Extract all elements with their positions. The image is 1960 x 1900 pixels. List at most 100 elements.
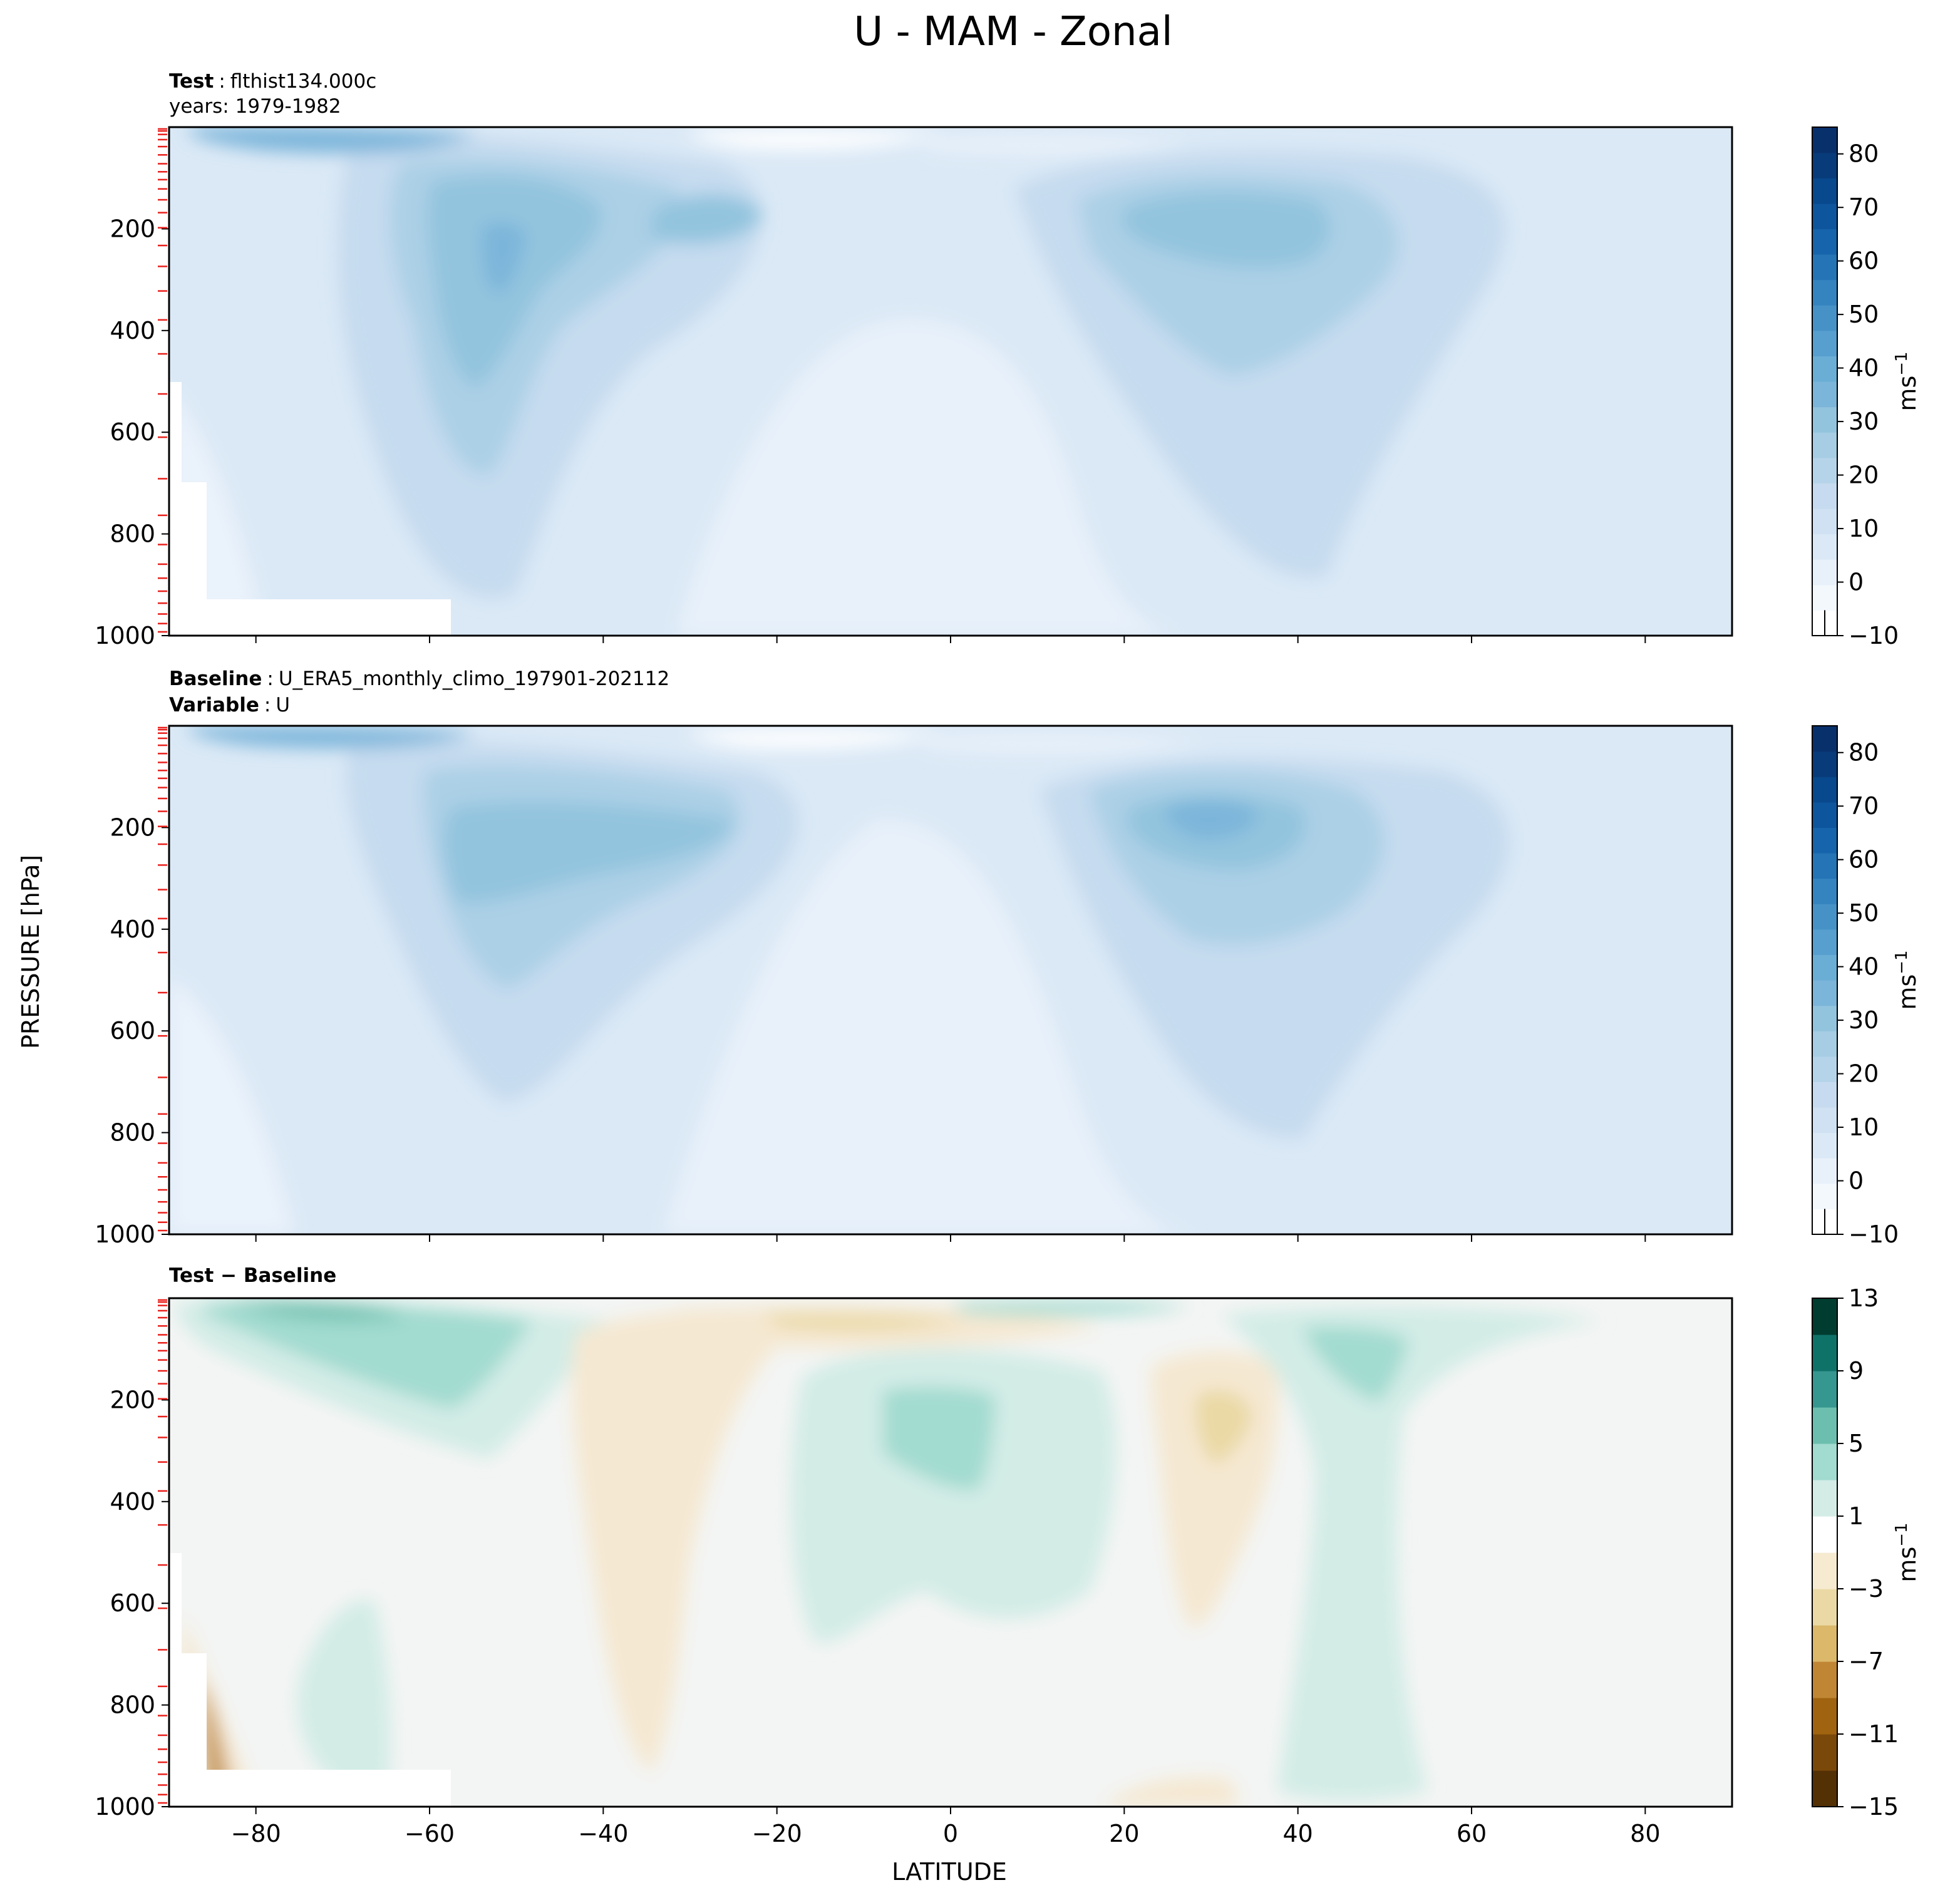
subtitle-value2: U bbox=[276, 694, 290, 716]
sh-upper-positive-max bbox=[225, 1301, 407, 1320]
weak-wind-region-tropics bbox=[676, 319, 1190, 636]
colorbar-swatch bbox=[1812, 1770, 1837, 1807]
nh-midlat-positive bbox=[1221, 1306, 1603, 1800]
panel-baseline-ytick-labels: 200 400 600 800 1000 bbox=[95, 813, 169, 1248]
y-tick-label: 200 bbox=[110, 215, 155, 242]
upper-easterlies bbox=[689, 728, 939, 749]
colorbar-tick-label: −15 bbox=[1849, 1793, 1899, 1820]
tropical-positive-core bbox=[883, 1386, 996, 1490]
x-tick-label: −40 bbox=[578, 1820, 628, 1847]
x-tick-label: 60 bbox=[1457, 1820, 1487, 1847]
colorbar-units: ms−1 bbox=[1892, 1522, 1921, 1582]
colorbar-swatch bbox=[1812, 178, 1837, 204]
colorbar-tick-label: −10 bbox=[1849, 1221, 1899, 1248]
colorbar-baseline: 80 70 60 50 40 30 20 10 0 −10 ms−1 bbox=[1812, 725, 1921, 1248]
subtitle-sep2: : bbox=[264, 694, 271, 716]
colorbar-tick-label: 80 bbox=[1849, 739, 1879, 767]
y-tick-label: 1000 bbox=[95, 622, 155, 649]
colorbar-swatch bbox=[1812, 1158, 1837, 1184]
x-tick-label: −80 bbox=[231, 1820, 281, 1847]
colorbar-swatch bbox=[1812, 203, 1837, 229]
colorbar-swatch bbox=[1812, 1298, 1837, 1335]
colorbar-swatch bbox=[1812, 254, 1837, 281]
colorbar-swatch bbox=[1812, 777, 1837, 803]
colorbar-difference: 13 9 5 1 −3 −7 −11 −15 ms−1 bbox=[1812, 1284, 1921, 1820]
colorbar-swatch bbox=[1812, 1589, 1837, 1626]
sh-polar-negative-core bbox=[200, 1678, 232, 1797]
upper-negative-core bbox=[764, 1314, 964, 1331]
colorbar-tick-label: 40 bbox=[1849, 953, 1879, 981]
panel-difference-model-levels bbox=[158, 1299, 167, 1804]
subtitle-label2: Variable bbox=[169, 694, 259, 716]
colorbar-swatch bbox=[1812, 509, 1837, 535]
colorbar-tick-label: 0 bbox=[1849, 1167, 1864, 1195]
colorbar-units: ms−1 bbox=[1892, 351, 1921, 411]
sh-jet-core-max bbox=[482, 223, 526, 294]
colorbar-frame bbox=[1812, 1298, 1838, 1807]
subtitle-sep: : bbox=[219, 70, 225, 93]
colorbar-frame bbox=[1812, 725, 1838, 1235]
figure-title: U - MAM - Zonal bbox=[854, 9, 1172, 55]
panel-baseline-xticks bbox=[255, 1234, 1646, 1242]
polar-night-jet bbox=[188, 726, 476, 748]
colorbar-tick-label: 50 bbox=[1849, 899, 1879, 927]
sh-subtropical-jet bbox=[651, 194, 764, 244]
y-tick-label: 200 bbox=[110, 813, 155, 841]
nh-midlat-positive-core bbox=[1302, 1326, 1409, 1403]
y-tick-label: 800 bbox=[110, 520, 155, 548]
colorbar-swatch bbox=[1812, 330, 1837, 356]
colorbar-swatch bbox=[1812, 457, 1837, 483]
colorbar-swatch bbox=[1812, 827, 1837, 854]
colorbar-tick-label: −11 bbox=[1849, 1720, 1899, 1748]
colorbar-swatch bbox=[1812, 559, 1837, 586]
colorbar-units: ms−1 bbox=[1892, 950, 1921, 1009]
weak-wind-region-tropics bbox=[664, 820, 1202, 1234]
panel-test-subtitle-line1: Test: flthist134.000c bbox=[169, 70, 376, 93]
colorbar-swatch bbox=[1812, 1056, 1837, 1082]
colorbar-tick-label: 0 bbox=[1849, 569, 1864, 596]
upper-easterlies bbox=[689, 129, 939, 150]
colorbar-swatch bbox=[1812, 534, 1837, 560]
nh-subtropical-negative-core bbox=[1195, 1390, 1252, 1465]
colorbar-swatch bbox=[1812, 127, 1837, 153]
colorbar-swatch bbox=[1812, 1552, 1837, 1589]
colorbar-test: 80 70 60 50 40 30 20 10 0 −10 ms−1 bbox=[1812, 126, 1921, 649]
colorbar-swatch bbox=[1812, 1107, 1837, 1133]
y-tick-label: 800 bbox=[110, 1119, 155, 1147]
surface-negative bbox=[1102, 1777, 1238, 1807]
colorbar-tick-label: 50 bbox=[1849, 301, 1879, 328]
subtitle-value: flthist134.000c bbox=[230, 70, 376, 93]
sh-lowlevel-positive bbox=[297, 1599, 391, 1792]
colorbar-swatch bbox=[1812, 751, 1837, 777]
colorbar-tick-label: 30 bbox=[1849, 408, 1879, 435]
tropical-positive bbox=[790, 1348, 1116, 1643]
colorbar-tick-label: 60 bbox=[1849, 247, 1879, 275]
colorbar-swatch bbox=[1812, 356, 1837, 382]
colorbar-tick-label: −7 bbox=[1849, 1648, 1884, 1675]
colorbar-swatch bbox=[1812, 1443, 1837, 1480]
colorbar-swatch bbox=[1812, 726, 1837, 752]
colorbar-swatch bbox=[1812, 1183, 1837, 1209]
colorbar-tick-label: 30 bbox=[1849, 1006, 1879, 1034]
colorbar-tick-label: 70 bbox=[1849, 792, 1879, 820]
y-tick-label: 800 bbox=[110, 1691, 155, 1719]
colorbar-swatch bbox=[1812, 954, 1837, 981]
subtitle-sep: : bbox=[267, 668, 273, 690]
panel-difference-xticks: −80 −60 −40 −20 0 20 40 60 80 bbox=[231, 1807, 1661, 1847]
panel-test-ytick-labels: 200 400 600 800 1000 bbox=[95, 215, 169, 649]
colorbar-swatch bbox=[1812, 1698, 1837, 1735]
colorbar-tick-label: 10 bbox=[1849, 1113, 1879, 1141]
colorbar-tick-label: 70 bbox=[1849, 194, 1879, 221]
colorbar-swatch bbox=[1812, 1082, 1837, 1108]
colorbar-tick-label: 5 bbox=[1849, 1430, 1864, 1457]
y-tick-label: 600 bbox=[110, 1589, 155, 1617]
panel-baseline-model-levels bbox=[158, 726, 167, 1232]
colorbar-swatch bbox=[1812, 152, 1837, 178]
colorbar-swatch bbox=[1812, 904, 1837, 930]
colorbar-frame bbox=[1812, 126, 1838, 636]
y-tick-label: 400 bbox=[110, 916, 155, 943]
colorbar-tick-label: 60 bbox=[1849, 846, 1879, 874]
colorbar-swatch bbox=[1812, 305, 1837, 331]
sh-jet-core bbox=[444, 801, 733, 903]
weak-wind-region-southpole bbox=[169, 977, 294, 1234]
